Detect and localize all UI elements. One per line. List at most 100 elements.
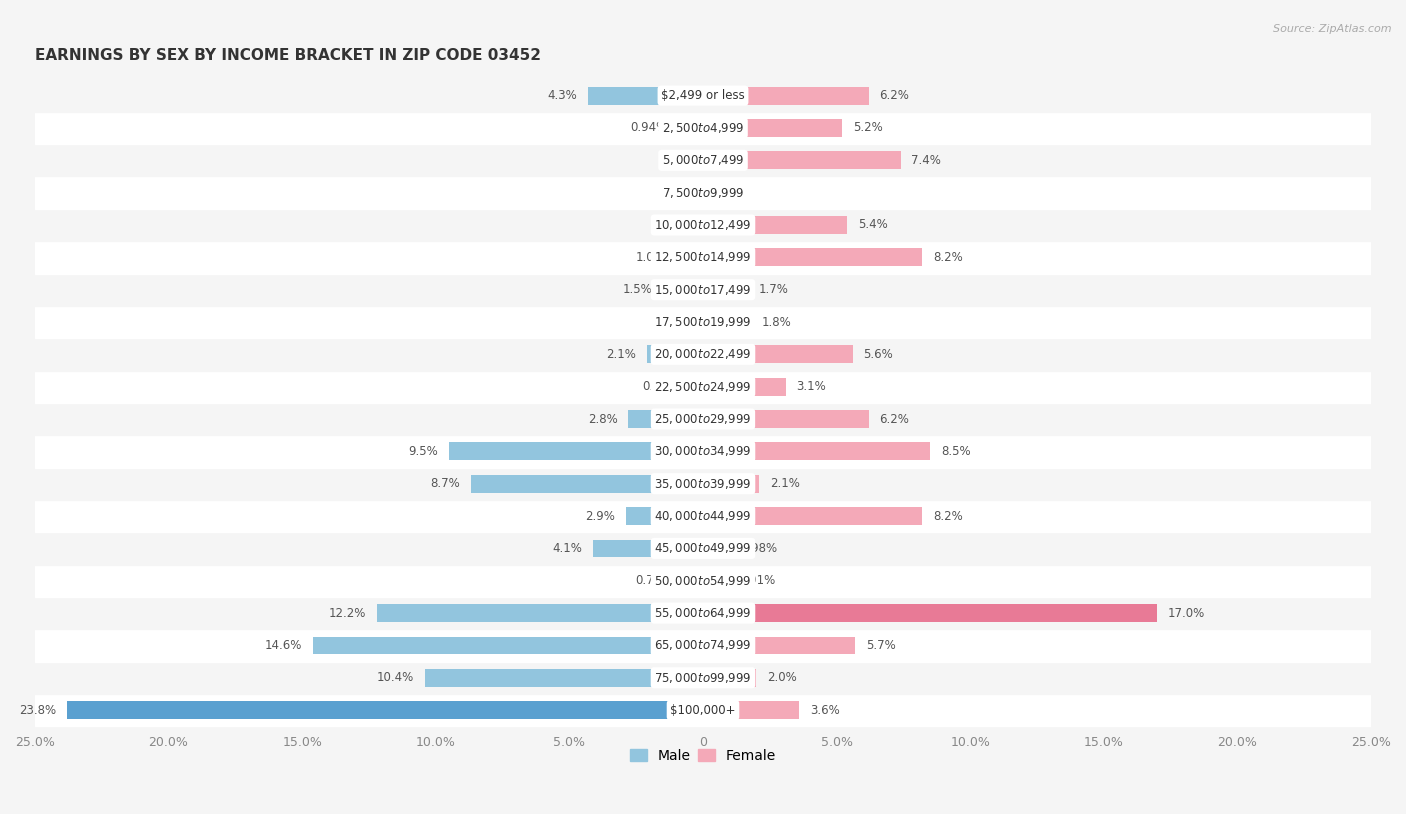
Bar [703,507,922,525]
Bar [35,80,1371,112]
Bar [35,467,1371,500]
Text: 5.2%: 5.2% [852,121,883,134]
Bar [703,475,759,492]
Text: $2,500 to $4,999: $2,500 to $4,999 [662,121,744,135]
Text: 0.0%: 0.0% [662,316,692,329]
Bar [35,274,1371,306]
Bar [35,694,1371,726]
Bar [377,604,703,622]
Text: 4.3%: 4.3% [548,89,578,102]
Bar [35,532,1371,565]
Text: 2.8%: 2.8% [588,413,617,426]
Text: 8.7%: 8.7% [430,477,460,490]
Bar [703,151,901,169]
Text: EARNINGS BY SEX BY INCOME BRACKET IN ZIP CODE 03452: EARNINGS BY SEX BY INCOME BRACKET IN ZIP… [35,47,541,63]
Bar [662,281,703,299]
Text: 6.2%: 6.2% [879,413,910,426]
Text: $35,000 to $39,999: $35,000 to $39,999 [654,477,752,491]
Bar [35,177,1371,209]
Text: $75,000 to $99,999: $75,000 to $99,999 [654,671,752,685]
Bar [67,701,703,719]
Bar [703,313,751,331]
Bar [703,345,852,363]
Text: 1.8%: 1.8% [762,316,792,329]
Text: Source: ZipAtlas.com: Source: ZipAtlas.com [1274,24,1392,34]
Bar [35,597,1371,629]
Text: 6.2%: 6.2% [879,89,910,102]
Bar [703,216,848,234]
Text: 0.0%: 0.0% [714,186,744,199]
Bar [647,345,703,363]
Text: 2.0%: 2.0% [768,672,797,685]
Bar [35,662,1371,694]
Bar [35,112,1371,144]
Text: $25,000 to $29,999: $25,000 to $29,999 [654,412,752,426]
Text: 0.98%: 0.98% [740,542,778,555]
Text: $65,000 to $74,999: $65,000 to $74,999 [654,638,752,653]
Bar [703,378,786,396]
Text: 4.1%: 4.1% [553,542,582,555]
Text: $15,000 to $17,499: $15,000 to $17,499 [654,282,752,296]
Bar [35,338,1371,370]
Bar [449,443,703,460]
Text: $50,000 to $54,999: $50,000 to $54,999 [654,574,752,588]
Text: 1.7%: 1.7% [759,283,789,296]
Text: 1.0%: 1.0% [636,251,665,264]
Bar [626,507,703,525]
Bar [35,144,1371,177]
Bar [35,403,1371,435]
Bar [703,701,799,719]
Bar [588,87,703,104]
Bar [703,281,748,299]
Bar [703,669,756,687]
Text: $17,500 to $19,999: $17,500 to $19,999 [654,315,752,329]
Text: $12,500 to $14,999: $12,500 to $14,999 [654,251,752,265]
Legend: Male, Female: Male, Female [624,743,782,768]
Bar [703,572,727,589]
Text: $5,000 to $7,499: $5,000 to $7,499 [662,153,744,168]
Text: 3.6%: 3.6% [810,703,839,716]
Bar [35,370,1371,403]
Bar [703,443,931,460]
Text: 7.4%: 7.4% [911,154,941,167]
Text: 2.1%: 2.1% [770,477,800,490]
Bar [703,248,922,266]
Bar [35,629,1371,662]
Text: 0.91%: 0.91% [738,574,775,587]
Text: $7,500 to $9,999: $7,500 to $9,999 [662,186,744,199]
Bar [314,637,703,654]
Text: 9.5%: 9.5% [409,445,439,458]
Bar [628,410,703,428]
Text: 8.2%: 8.2% [932,251,963,264]
Text: $2,499 or less: $2,499 or less [661,89,745,102]
Bar [35,209,1371,241]
Text: 0.94%: 0.94% [630,121,668,134]
Text: 12.2%: 12.2% [329,606,367,619]
Bar [703,540,730,558]
Bar [35,306,1371,338]
Bar [703,410,869,428]
Text: 0.47%: 0.47% [643,380,679,393]
Bar [703,637,855,654]
Text: $55,000 to $64,999: $55,000 to $64,999 [654,606,752,620]
Bar [35,500,1371,532]
Text: $20,000 to $22,499: $20,000 to $22,499 [654,348,752,361]
Text: 0.0%: 0.0% [662,186,692,199]
Text: 8.2%: 8.2% [932,510,963,523]
Text: $40,000 to $44,999: $40,000 to $44,999 [654,509,752,523]
Text: 3.1%: 3.1% [797,380,827,393]
Text: $30,000 to $34,999: $30,000 to $34,999 [654,444,752,458]
Text: $100,000+: $100,000+ [671,703,735,716]
Bar [593,540,703,558]
Text: $10,000 to $12,499: $10,000 to $12,499 [654,218,752,232]
Text: 17.0%: 17.0% [1168,606,1205,619]
Text: 5.7%: 5.7% [866,639,896,652]
Text: 14.6%: 14.6% [264,639,302,652]
Text: 0.76%: 0.76% [634,574,672,587]
Bar [703,119,842,137]
Bar [678,119,703,137]
Bar [683,572,703,589]
Text: 8.5%: 8.5% [941,445,970,458]
Bar [676,248,703,266]
Text: $45,000 to $49,999: $45,000 to $49,999 [654,541,752,555]
